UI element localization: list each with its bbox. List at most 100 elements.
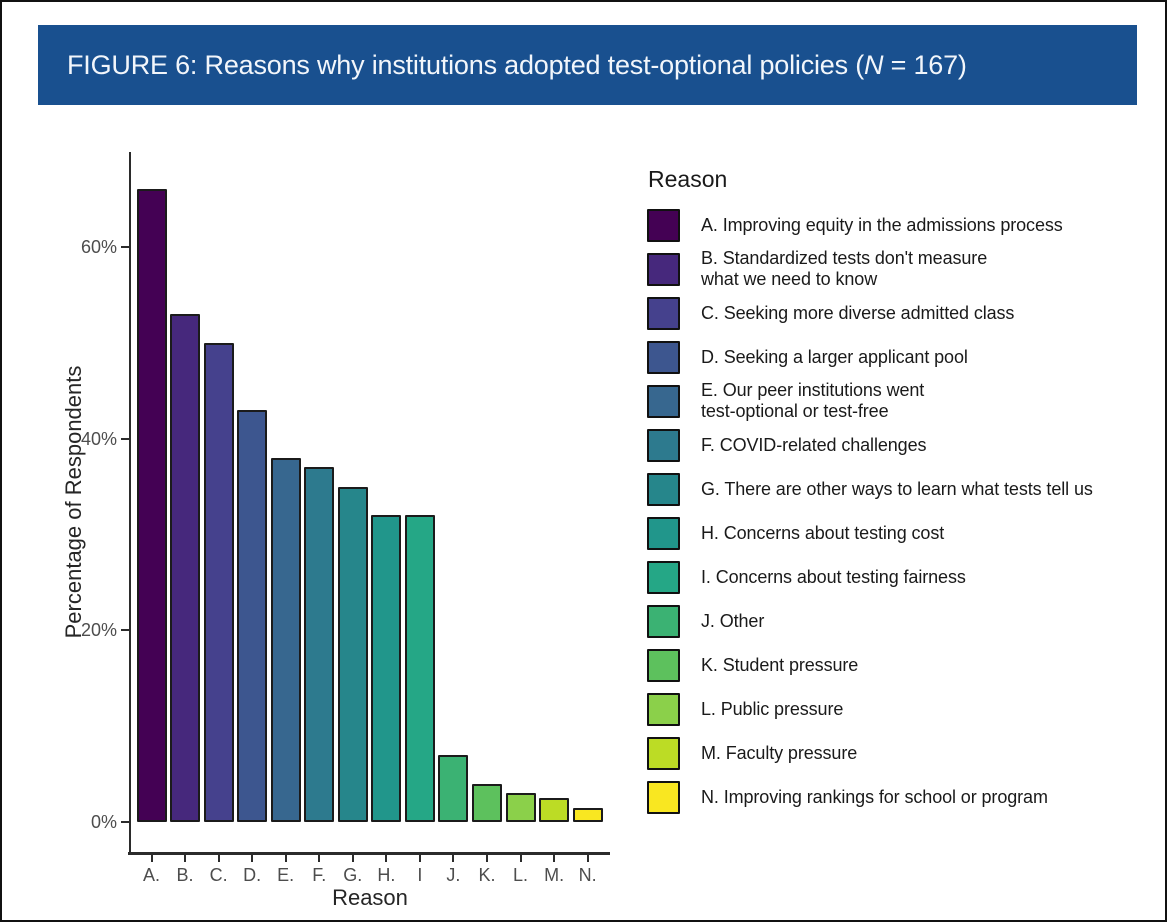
- legend-label-E: E. Our peer institutions went test-optio…: [701, 380, 925, 421]
- bar-C: [203, 342, 234, 822]
- legend-swatch-I: [647, 560, 680, 594]
- x-tick-G: [351, 855, 354, 862]
- x-tick-label-J: J.: [446, 865, 461, 885]
- x-tick-A: [150, 855, 153, 862]
- y-tick-60: [121, 245, 129, 248]
- legend-swatch-H: [647, 516, 680, 550]
- y-tick-label-40: 40%: [80, 428, 117, 449]
- x-tick-L: [519, 855, 522, 862]
- figure-title-italic-n: N: [864, 49, 884, 80]
- bar-G: [337, 486, 368, 822]
- legend-label-C: C. Seeking more diverse admitted class: [701, 302, 1015, 323]
- legend-swatch-F: [647, 428, 680, 462]
- x-tick-label-K: K.: [478, 865, 496, 885]
- legend-label-D: D. Seeking a larger applicant pool: [701, 346, 968, 367]
- x-tick-label-G: G.: [343, 865, 363, 885]
- legend-swatch-B: [647, 252, 680, 286]
- legend-item-J: J. Other: [647, 599, 1147, 643]
- y-tick-20: [121, 629, 129, 632]
- y-tick-label-0: 0%: [90, 812, 117, 832]
- legend-label-M: M. Faculty pressure: [701, 742, 858, 763]
- legend-item-G: G. There are other ways to learn what te…: [647, 467, 1147, 511]
- x-tick-label-L: L.: [513, 865, 529, 885]
- legend-item-I: I. Concerns about testing fairness: [647, 555, 1147, 599]
- legend-swatch-K: [647, 648, 680, 682]
- legend-label-F: F. COVID-related challenges: [701, 434, 927, 455]
- legend: Reason A. Improving equity in the admiss…: [647, 166, 1147, 819]
- bar-N: [572, 807, 603, 822]
- legend-item-F: F. COVID-related challenges: [647, 423, 1147, 467]
- x-tick-E: [284, 855, 287, 862]
- legend-swatch-E: [647, 384, 680, 418]
- x-tick-M: [553, 855, 556, 862]
- legend-label-B: B. Standardized tests don't measure what…: [701, 248, 988, 289]
- x-tick-N: [586, 855, 589, 862]
- x-tick-label-A: A.: [142, 865, 160, 885]
- legend-swatch-C: [647, 296, 680, 330]
- x-tick-label-E: E.: [277, 865, 295, 885]
- legend-swatch-G: [647, 472, 680, 506]
- x-tick-label-D: D.: [243, 865, 262, 885]
- legend-swatch-J: [647, 604, 680, 638]
- legend-label-I: I. Concerns about testing fairness: [701, 566, 966, 587]
- legend-items: A. Improving equity in the admissions pr…: [647, 203, 1147, 819]
- legend-swatch-L: [647, 692, 680, 726]
- legend-swatch-N: [647, 780, 680, 814]
- x-tick-label-B: B.: [176, 865, 194, 885]
- legend-item-B: B. Standardized tests don't measure what…: [647, 247, 1147, 291]
- x-tick-label-F: F.: [312, 865, 327, 885]
- legend-swatch-M: [647, 736, 680, 770]
- legend-item-N: N. Improving rankings for school or prog…: [647, 775, 1147, 819]
- legend-label-J: J. Other: [701, 610, 765, 631]
- legend-label-L: L. Public pressure: [701, 698, 844, 719]
- legend-item-L: L. Public pressure: [647, 687, 1147, 731]
- y-tick-0: [121, 821, 129, 823]
- legend-label-A: A. Improving equity in the admissions pr…: [701, 214, 1063, 235]
- x-tick-H: [385, 855, 388, 862]
- legend-swatch-A: [647, 208, 680, 242]
- x-tick-K: [486, 855, 488, 862]
- x-tick-I: [418, 855, 421, 862]
- bar-B: [170, 313, 201, 822]
- legend-item-A: A. Improving equity in the admissions pr…: [647, 203, 1147, 247]
- y-tick-label-20: 20%: [80, 620, 117, 641]
- x-tick-C: [217, 855, 220, 862]
- figure-title-bar: FIGURE 6: Reasons why institutions adopt…: [38, 25, 1137, 105]
- y-axis-line: [129, 152, 131, 854]
- legend-label-H: H. Concerns about testing cost: [701, 522, 945, 543]
- x-tick-label-H: H.: [377, 865, 396, 885]
- y-tick-label-60: 60%: [80, 236, 117, 257]
- x-tick-label-M: M.: [544, 865, 565, 885]
- figure-title-text: FIGURE 6: Reasons why institutions adopt…: [67, 49, 864, 80]
- bar-E: [270, 457, 301, 822]
- bar-H: [371, 515, 402, 822]
- bar-K: [472, 783, 502, 822]
- x-tick-B: [184, 855, 187, 862]
- figure-title-suffix: = 167): [883, 49, 967, 80]
- legend-label-N: N. Improving rankings for school or prog…: [701, 786, 1048, 807]
- legend-label-K: K. Student pressure: [701, 654, 859, 675]
- y-axis-title: Percentage of Respondents: [61, 365, 86, 639]
- y-tick-40: [121, 437, 129, 440]
- legend-title: Reason: [648, 166, 728, 192]
- bar-M: [539, 798, 570, 822]
- x-tick-label-I: I: [417, 865, 423, 885]
- bar-A: [136, 189, 167, 822]
- x-tick-label-C: C.: [209, 865, 228, 885]
- x-tick-label-N: N.: [578, 865, 597, 885]
- x-tick-J: [452, 855, 455, 862]
- legend-item-C: C. Seeking more diverse admitted class: [647, 291, 1147, 335]
- legend-item-D: D. Seeking a larger applicant pool: [647, 335, 1147, 379]
- legend-swatch-D: [647, 340, 680, 374]
- x-axis-line: [128, 852, 610, 855]
- bar-I: [404, 515, 435, 822]
- bar-L: [505, 793, 536, 822]
- x-axis-title: Reason: [332, 885, 408, 910]
- bar-D: [237, 409, 268, 822]
- legend-item-E: E. Our peer institutions went test-optio…: [647, 379, 1147, 423]
- legend-item-M: M. Faculty pressure: [647, 731, 1147, 775]
- bar-F: [304, 467, 335, 822]
- bar-J: [438, 754, 469, 822]
